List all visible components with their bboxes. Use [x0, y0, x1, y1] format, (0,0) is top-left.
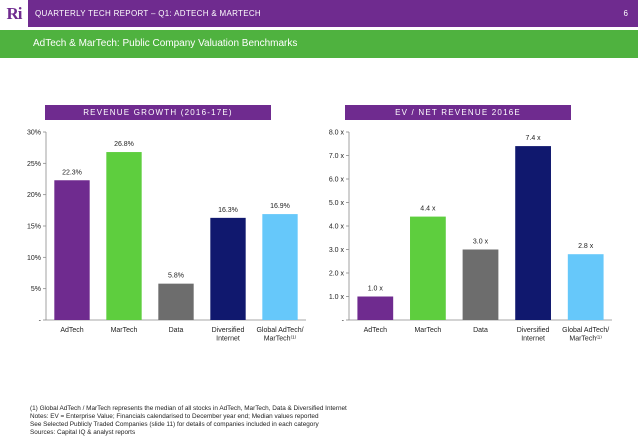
bar — [262, 214, 298, 320]
category-label: AdTech — [364, 327, 387, 334]
subheader-banner: AdTech & MarTech: Public Company Valuati… — [0, 30, 638, 58]
category-label: Data — [473, 327, 488, 334]
y-tick-label: 4.0 x — [329, 224, 345, 231]
category-label: Data — [169, 327, 184, 334]
y-tick-label: 7.0 x — [329, 153, 345, 160]
footnote-4: Sources: Capital IQ & analyst reports — [30, 429, 136, 436]
y-tick-label: - — [342, 318, 345, 325]
ev-revenue-chart-title: EV / NET REVENUE 2016E — [345, 105, 571, 120]
bar — [54, 180, 90, 320]
data-label: 7.4 x — [526, 135, 542, 142]
bar — [158, 283, 194, 320]
y-tick-label: 30% — [27, 130, 41, 137]
category-label: Internet — [521, 336, 545, 343]
category-label: Diversified — [517, 327, 550, 334]
footnotes: (1) Global AdTech / MarTech represents t… — [30, 405, 347, 437]
y-tick-label: - — [39, 318, 42, 325]
data-label: 4.4 x — [420, 206, 436, 213]
revenue-growth-chart-title: REVENUE GROWTH (2016-17E) — [45, 105, 271, 120]
category-label: AdTech — [60, 327, 83, 334]
y-tick-label: 3.0 x — [329, 247, 345, 254]
category-label: MarTech⁽¹⁾ — [569, 335, 602, 343]
y-tick-label: 10% — [27, 255, 41, 262]
ev-revenue-chart: - 1.0 x 2.0 x 3.0 x 4.0 x 5.0 x 6.0 x 7.0 x 8.0 … — [329, 130, 612, 343]
y-tick-label: 2.0 x — [329, 271, 345, 278]
bar — [210, 217, 246, 320]
category-label: Global AdTech/ — [562, 327, 609, 334]
data-label: 26.8% — [114, 141, 134, 148]
bar — [462, 249, 499, 320]
data-label: 22.3% — [62, 169, 82, 176]
y-tick-label: 25% — [27, 161, 41, 168]
page-subtitle: AdTech & MarTech: Public Company Valuati… — [33, 38, 298, 49]
page-number: 6 — [623, 9, 628, 18]
category-label: MarTech⁽¹⁾ — [264, 335, 297, 343]
data-label: 2.8 x — [578, 243, 594, 250]
bar — [515, 146, 551, 320]
y-tick-label: 1.0 x — [329, 294, 345, 301]
data-label: 16.3% — [218, 207, 238, 214]
category-label: MarTech — [111, 327, 138, 334]
bar — [410, 216, 446, 320]
data-label: 1.0 x — [368, 286, 384, 293]
y-tick-label: 5.0 x — [329, 200, 345, 207]
report-title: QUARTERLY TECH REPORT – Q1: ADTECH & MAR… — [35, 9, 261, 18]
y-tick-label: 15% — [27, 224, 41, 231]
footnote-3: See Selected Publicly Traded Companies (… — [30, 421, 319, 428]
bar — [567, 254, 604, 320]
footnote-2: Notes: EV = Enterprise Value; Financials… — [30, 413, 319, 420]
category-label: Global AdTech/ — [256, 327, 303, 334]
category-label: Internet — [216, 336, 240, 343]
y-tick-label: 20% — [27, 192, 41, 199]
y-tick-label: 5% — [31, 286, 41, 293]
revenue-growth-chart: - 5% 10% 15% 20% 25% 30% 22.3% AdTech 26.8% MarTec… — [27, 130, 306, 343]
category-label: Diversified — [212, 327, 245, 334]
bar — [357, 296, 394, 320]
data-label: 5.8% — [168, 273, 184, 280]
y-tick-label: 8.0 x — [329, 130, 345, 137]
y-tick-label: 6.0 x — [329, 177, 345, 184]
category-label: MarTech — [414, 327, 441, 334]
data-label: 16.9% — [270, 203, 290, 210]
company-logo: Ri — [0, 0, 28, 27]
bar — [106, 152, 142, 320]
data-label: 3.0 x — [473, 239, 489, 246]
footnote-1: (1) Global AdTech / MarTech represents t… — [30, 405, 347, 412]
top-banner: Ri QUARTERLY TECH REPORT – Q1: ADTECH & … — [0, 0, 638, 27]
